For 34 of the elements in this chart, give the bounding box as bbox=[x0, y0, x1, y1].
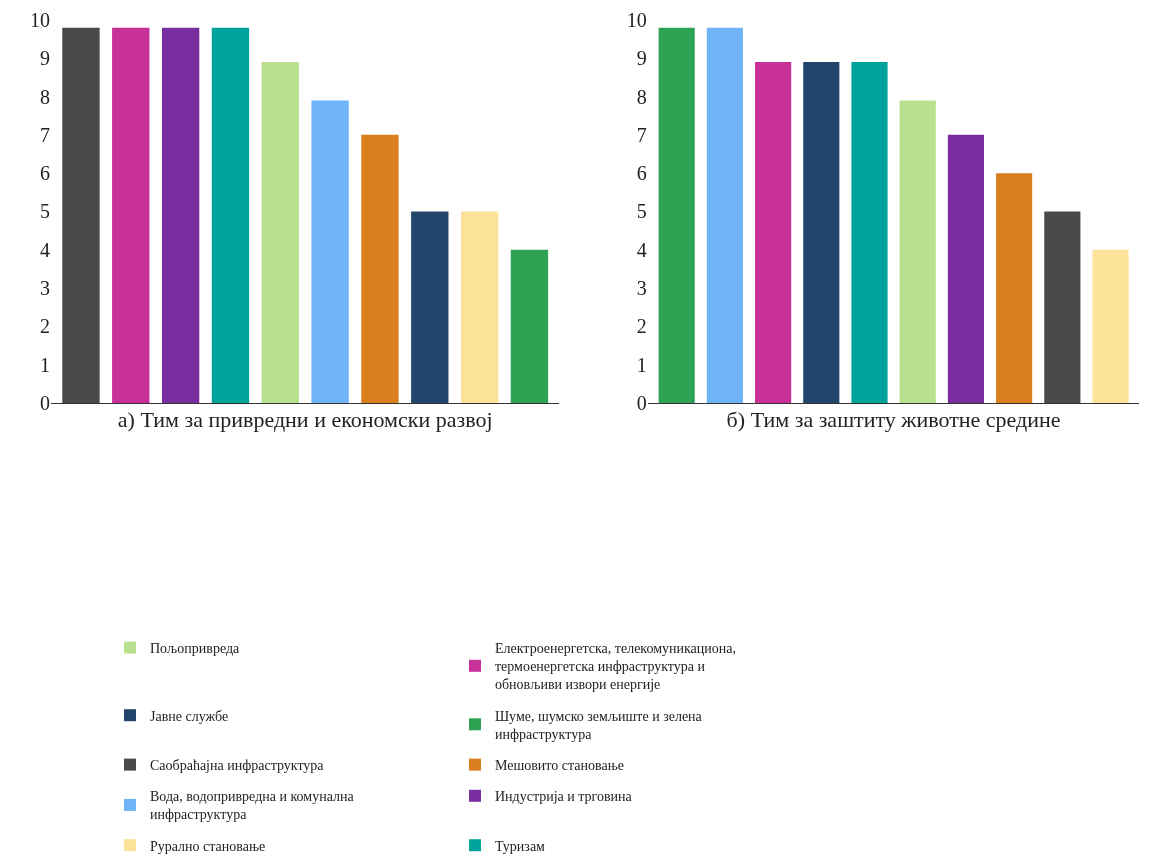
legend-label: Индустрија и трговина bbox=[495, 789, 633, 805]
y-tick-label: 6 bbox=[636, 162, 647, 185]
y-tick-label: 4 bbox=[40, 238, 51, 261]
legend-label: Мешовито становање bbox=[495, 758, 624, 774]
legend-label: Саобраћајна инфраструктура bbox=[150, 758, 325, 774]
x-axis-title: а) Тим за привредни и економски развој bbox=[117, 406, 493, 432]
y-tick-label: 10 bbox=[30, 9, 51, 31]
legend-label: Туризам bbox=[495, 838, 546, 854]
y-tick-label: 5 bbox=[636, 200, 647, 223]
y-tick-label: 9 bbox=[636, 47, 647, 70]
legend-label: Шуме, шумско земљиште и зелена инфраструктура bbox=[495, 708, 703, 742]
y-tick-label: 0 bbox=[636, 391, 647, 414]
y-tick-label: 1 bbox=[40, 353, 51, 376]
x-axis-title: б) Тим за заштиту животне средине bbox=[726, 406, 1061, 432]
y-tick-label: 9 bbox=[40, 47, 51, 70]
y-tick-label: 7 bbox=[636, 123, 647, 146]
y-tick-label: 4 bbox=[636, 238, 647, 261]
y-tick-label: 1 bbox=[636, 353, 647, 376]
y-tick-label: 5 bbox=[40, 200, 51, 223]
y-tick-label: 7 bbox=[40, 123, 51, 146]
legend-label: Рурално становање bbox=[150, 838, 266, 854]
legend-label: Вода, водопривредна и комунална инфраструктура bbox=[150, 789, 355, 823]
y-tick-label: 6 bbox=[40, 162, 51, 185]
y-tick-label: 8 bbox=[636, 85, 647, 108]
y-tick-label: 3 bbox=[40, 277, 51, 300]
y-tick-label: 8 bbox=[40, 85, 51, 108]
legend-label: Јавне службе bbox=[150, 708, 229, 724]
y-tick-label: 2 bbox=[636, 315, 647, 338]
y-tick-label: 3 bbox=[636, 277, 647, 300]
y-tick-label: 2 bbox=[40, 315, 51, 338]
y-tick-label: 0 bbox=[40, 391, 51, 414]
y-tick-label: 10 bbox=[626, 9, 647, 31]
legend-label: Електроенергетска, телекомуникациона, термоенергетска инфраструктура и обновљиви извори енергије bbox=[495, 641, 737, 693]
legend-label: Пољопривреда bbox=[150, 641, 241, 657]
